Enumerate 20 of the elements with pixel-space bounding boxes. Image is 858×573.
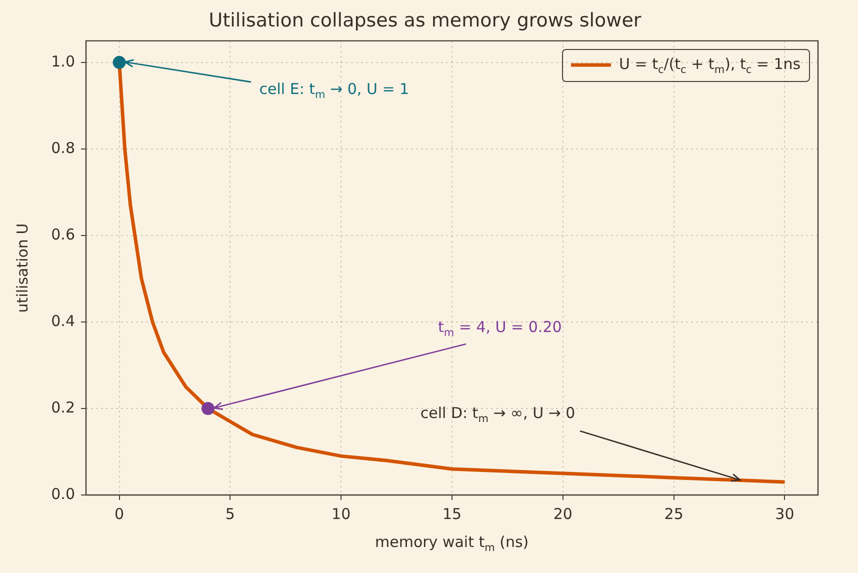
x-tick-label: 25 <box>664 504 684 523</box>
text: U = t$_{c}$/(t$_{c}$ + t$_{m}$), t$_{c}$ = 1ns <box>619 54 801 76</box>
y-tick-label: 0.6 <box>51 225 75 244</box>
x-tick-label: 10 <box>332 504 351 523</box>
x-tick-label: 15 <box>442 504 462 523</box>
annotation: cell D: t$_{m}$ → ∞, U → 0 <box>420 404 576 426</box>
annotation: cell E: t$_{m}$ → 0, U = 1 <box>259 80 410 101</box>
x-axis-title: memory wait t$_{m}$ (ns) <box>375 533 529 554</box>
x-tick-label: 30 <box>775 504 794 523</box>
y-axis-title: utilisation U <box>13 223 32 313</box>
x-tick-label: 5 <box>225 504 235 523</box>
x-tick-label: 0 <box>114 504 124 523</box>
y-tick-label: 0.8 <box>51 138 75 157</box>
y-tick-label: 1.0 <box>51 52 75 70</box>
x-tick-label: 20 <box>553 504 572 523</box>
y-tick-label: 0.4 <box>51 312 75 330</box>
y-tick-label: 0.2 <box>51 398 75 416</box>
chart-title: Utilisation collapses as memory grows slower <box>208 9 642 32</box>
y-tick-label: 0.0 <box>51 484 75 503</box>
annotation: t$_{m}$ = 4, U = 0.20 <box>438 318 562 339</box>
